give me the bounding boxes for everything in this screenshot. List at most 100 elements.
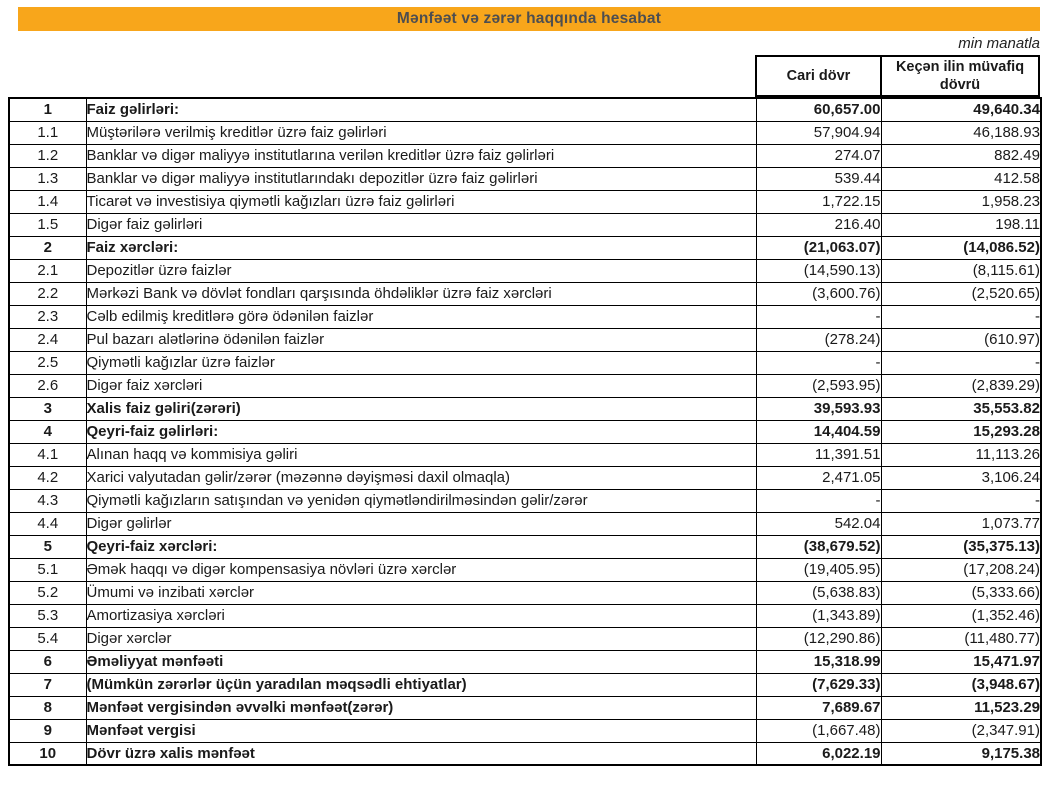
row-number-cell: 1.3 [8, 166, 87, 191]
current-value-cell: 7,689.67 [755, 695, 882, 720]
previous-value-cell: - [880, 304, 1042, 329]
row-number-cell: 4.3 [8, 488, 87, 513]
previous-value-cell: - [880, 350, 1042, 375]
current-value-cell: - [755, 304, 882, 329]
report-table-body: 1 Faiz gəlirləri: 60,657.00 49,640.34 1.1 Müş… [8, 97, 1042, 766]
previous-value-cell: 46,188.93 [880, 120, 1042, 145]
row-label-cell: Digər faiz xərcləri [85, 373, 757, 398]
previous-value-cell: (610.97) [880, 327, 1042, 352]
row-label-cell: Pul bazarı alətlərinə ödənilən faizlər [85, 327, 757, 352]
table-row: 3 Xalis faiz gəliri(zərəri) 39,593.93 35,55… [8, 396, 1042, 421]
current-value-cell: 39,593.93 [755, 396, 882, 421]
row-number-cell: 4.1 [8, 442, 87, 467]
previous-value-cell: (14,086.52) [880, 235, 1042, 260]
row-number-cell: 1.4 [8, 189, 87, 214]
row-number-cell: 9 [8, 718, 87, 743]
table-row: 1.1 Müştərilərə verilmiş kreditlər üzrə f… [8, 120, 1042, 145]
current-value-cell: (21,063.07) [755, 235, 882, 260]
previous-value-cell: (2,347.91) [880, 718, 1042, 743]
row-number-cell: 2 [8, 235, 87, 260]
row-label-cell: Xalis faiz gəliri(zərəri) [85, 396, 757, 421]
previous-value-cell: (17,208.24) [880, 557, 1042, 582]
current-value-cell: - [755, 488, 882, 513]
row-label-cell: Faiz gəlirləri: [85, 97, 757, 122]
previous-value-cell: 412.58 [880, 166, 1042, 191]
previous-value-cell: (3,948.67) [880, 672, 1042, 697]
previous-value-cell: (11,480.77) [880, 626, 1042, 651]
column-headers: Cari dövr Keçən ilin müvafiq dövrü [8, 55, 1040, 97]
row-number-cell: 5.2 [8, 580, 87, 605]
table-row: 1.2 Banklar və digər maliyyə institutları… [8, 143, 1042, 168]
current-value-cell: (3,600.76) [755, 281, 882, 306]
row-number-cell: 10 [8, 741, 87, 766]
table-row: 1.5 Digər faiz gəlirləri 216.40 198.11 [8, 212, 1042, 237]
current-value-cell: (5,638.83) [755, 580, 882, 605]
previous-value-cell: 882.49 [880, 143, 1042, 168]
current-value-cell: 15,318.99 [755, 649, 882, 674]
table-row: 6 Əməliyyat mənfəəti 15,318.99 15,471.97 [8, 649, 1042, 674]
previous-value-cell: 1,958.23 [880, 189, 1042, 214]
row-number-cell: 5.1 [8, 557, 87, 582]
previous-value-cell: 9,175.38 [880, 741, 1042, 766]
row-number-cell: 4.4 [8, 511, 87, 536]
current-value-cell: (12,290.86) [755, 626, 882, 651]
current-value-cell: (1,343.89) [755, 603, 882, 628]
row-number-cell: 4 [8, 419, 87, 444]
table-row: 10 Dövr üzrə xalis mənfəət 6,022.19 9,175.3… [8, 741, 1042, 766]
table-row: 2.1 Depozitlər üzrə faizlər (14,590.13) (8,… [8, 258, 1042, 283]
previous-value-cell: 49,640.34 [880, 97, 1042, 122]
previous-value-cell: (8,115.61) [880, 258, 1042, 283]
table-row: 4 Qeyri-faiz gəlirləri: 14,404.59 15,293.28 [8, 419, 1042, 444]
table-row: 1.4 Ticarət və investisiya qiymətli kağız… [8, 189, 1042, 214]
current-value-cell: 14,404.59 [755, 419, 882, 444]
row-label-cell: Digər faiz gəlirləri [85, 212, 757, 237]
current-value-cell: 274.07 [755, 143, 882, 168]
table-row: 4.1 Alınan haqq və kommisiya gəliri 11,391… [8, 442, 1042, 467]
row-label-cell: Qeyri-faiz gəlirləri: [85, 419, 757, 444]
row-label-cell: (Mümkün zərərlər üçün yaradılan məqsədli… [85, 672, 757, 697]
row-label-cell: Banklar və digər maliyyə institutlarına … [85, 143, 757, 168]
row-label-cell: Qiymətli kağızlar üzrə faizlər [85, 350, 757, 375]
previous-value-cell: 11,523.29 [880, 695, 1042, 720]
page-title: Mənfəət və zərər haqqında hesabat [396, 10, 662, 27]
row-label-cell: Müştərilərə verilmiş kreditlər üzrə faiz… [85, 120, 757, 145]
previous-value-cell: 15,293.28 [880, 419, 1042, 444]
row-label-cell: Mənfəət vergisindən əvvəlki mənfəət(zərə… [85, 695, 757, 720]
row-label-cell: Digər gəlirlər [85, 511, 757, 536]
table-row: 1.3 Banklar və digər maliyyə institutları… [8, 166, 1042, 191]
current-value-cell: (7,629.33) [755, 672, 882, 697]
row-number-cell: 2.6 [8, 373, 87, 398]
row-number-cell: 3 [8, 396, 87, 421]
current-value-cell: 57,904.94 [755, 120, 882, 145]
row-label-cell: Mərkəzi Bank və dövlət fondları qarşısın… [85, 281, 757, 306]
row-label-cell: Əmək haqqı və digər kompensasiya növləri… [85, 557, 757, 582]
previous-value-cell: 1,073.77 [880, 511, 1042, 536]
current-value-cell: (19,405.95) [755, 557, 882, 582]
column-headers-spacer [8, 55, 755, 97]
row-label-cell: Dövr üzrə xalis mənfəət [85, 741, 757, 766]
table-row: 2.6 Digər faiz xərcləri (2,593.95) (2,839.2… [8, 373, 1042, 398]
table-row: 7 (Mümkün zərərlər üçün yaradılan məqsədl… [8, 672, 1042, 697]
previous-value-cell: 11,113.26 [880, 442, 1042, 467]
table-row: 4.2 Xarici valyutadan gəlir/zərər (məzənn… [8, 465, 1042, 490]
table-row: 5 Qeyri-faiz xərcləri: (38,679.52) (35,375.… [8, 534, 1042, 559]
unit-note: min manatla [958, 35, 1040, 52]
previous-value-cell: (5,333.66) [880, 580, 1042, 605]
row-number-cell: 1.1 [8, 120, 87, 145]
row-label-cell: Digər xərclər [85, 626, 757, 651]
row-number-cell: 1.2 [8, 143, 87, 168]
row-number-cell: 2.3 [8, 304, 87, 329]
row-number-cell: 6 [8, 649, 87, 674]
current-value-cell: 6,022.19 [755, 741, 882, 766]
table-row: 2 Faiz xərcləri: (21,063.07) (14,086.52) [8, 235, 1042, 260]
row-number-cell: 5.4 [8, 626, 87, 651]
current-value-cell: 60,657.00 [755, 97, 882, 122]
row-label-cell: Depozitlər üzrə faizlər [85, 258, 757, 283]
previous-value-cell: (2,520.65) [880, 281, 1042, 306]
row-label-cell: Əməliyyat mənfəəti [85, 649, 757, 674]
current-value-cell: (38,679.52) [755, 534, 882, 559]
previous-value-cell: - [880, 488, 1042, 513]
profit-loss-table: 1 Faiz gəlirləri: 60,657.00 49,640.34 1.1 Müş… [8, 97, 1042, 766]
table-row: 9 Mənfəət vergisi (1,667.48) (2,347.91) [8, 718, 1042, 743]
table-row: 5.2 Ümumi və inzibati xərclər (5,638.83) (5… [8, 580, 1042, 605]
